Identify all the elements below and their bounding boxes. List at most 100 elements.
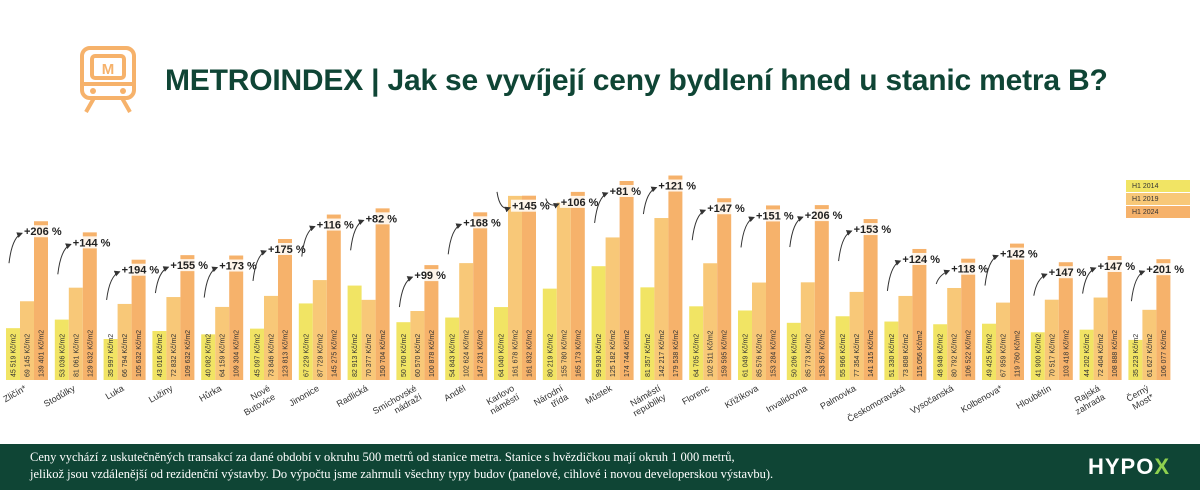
growth-arrow-9 — [398, 276, 414, 308]
bar-11-2 — [508, 195, 522, 380]
value-label-9-2: 60 570 Kč/m2 — [415, 334, 422, 377]
growth-label-bg-20 — [950, 262, 981, 275]
growth-label-bg-22 — [1047, 266, 1078, 279]
value-label-18-1: 55 966 Kč/m2 — [840, 334, 847, 377]
category-label-11: Karlovonáměstí — [483, 383, 521, 417]
value-label-23-1: 44 202 Kč/m2 — [1084, 334, 1091, 377]
value-label-15-2: 102 511 Kč/m2 — [708, 330, 715, 377]
growth-arrow-19 — [886, 260, 902, 292]
bar-14-3 — [668, 175, 683, 380]
value-label-24-3: 106 077 Kč/m2 — [1161, 330, 1168, 377]
value-label-6-1: 45 097 Kč/m2 — [255, 334, 262, 377]
bar-23-1 — [1079, 329, 1094, 380]
bar-24-2 — [1142, 309, 1157, 380]
bar-12-3 — [570, 191, 585, 380]
value-label-23-3: 108 888 Kč/m2 — [1112, 330, 1119, 377]
value-label-16-1: 61 049 Kč/m2 — [743, 334, 750, 377]
value-label-4-2: 72 832 Kč/m2 — [171, 334, 178, 377]
brand-logo-main: HYPO — [1087, 454, 1155, 479]
value-label-11-1: 64 040 Kč/m2 — [499, 334, 506, 377]
value-label-12-3: 165 173 Kč/m2 — [575, 330, 582, 377]
category-label-2: Stodůlky — [42, 383, 77, 409]
bar-22-3 — [1058, 262, 1073, 380]
bar-21-1 — [982, 323, 996, 380]
growth-label-17: +206 % — [805, 210, 843, 222]
growth-label-bg-6 — [267, 242, 297, 255]
growth-arrow-2 — [57, 243, 72, 275]
value-label-19-1: 51 330 Kč/m2 — [889, 334, 896, 377]
bar-12-1 — [542, 288, 557, 380]
bar-13-1 — [591, 266, 606, 380]
value-label-1-1: 45 519 Kč/m2 — [11, 334, 18, 377]
category-label-23: Rajskázahrada — [1068, 383, 1106, 417]
chart-legend: H1 2014 H1 2019 H1 2024 — [1126, 180, 1190, 219]
bar-15-2 — [703, 263, 718, 380]
legend-item-h1-2024: H1 2024 — [1126, 206, 1190, 218]
growth-label-6: +175 % — [268, 244, 306, 256]
bar-22-1 — [1030, 332, 1045, 380]
bar-6-3 — [278, 238, 292, 380]
bar-5-3 — [229, 255, 244, 380]
category-label-13: Můstek — [583, 383, 614, 406]
value-label-12-1: 80 219 Kč/m2 — [547, 334, 554, 377]
bar-9-2 — [410, 311, 425, 380]
header: M METROINDEX | Jak se vyvíjejí ceny bydl… — [0, 0, 1200, 130]
category-label-8: Radlická — [335, 383, 370, 409]
category-label-12: Národnítřída — [532, 383, 570, 417]
growth-label-13: +81 % — [610, 186, 642, 198]
bar-chart: 45 519 Kč/m2 69 145 Kč/m2 139 401 Kč/m2 +20… — [1, 175, 1184, 424]
growth-label-bg-1 — [23, 225, 53, 238]
growth-label-bg-21 — [999, 247, 1029, 260]
page-title: METROINDEX | Jak se vyvíjejí ceny bydlen… — [165, 64, 1108, 97]
bar-4-3 — [180, 255, 195, 380]
growth-label-8: +82 % — [366, 213, 398, 225]
value-label-13-2: 125 182 Kč/m2 — [610, 330, 617, 377]
value-label-6-2: 73 846 Kč/m2 — [269, 334, 276, 377]
legend-item-h1-2019: H1 2019 — [1126, 193, 1190, 205]
bar-16-3 — [766, 205, 780, 380]
value-label-3-2: 66 794 Kč/m2 — [122, 334, 129, 377]
growth-label-21: +142 % — [1000, 249, 1038, 261]
growth-label-19: +124 % — [902, 254, 940, 266]
bar-15-1 — [689, 306, 704, 380]
bar-3-2 — [117, 303, 132, 380]
value-label-2-1: 53 036 Kč/m2 — [59, 334, 66, 377]
growth-label-24: +201 % — [1146, 264, 1184, 276]
growth-arrow-15 — [691, 209, 707, 241]
growth-arrow-11 — [496, 191, 511, 213]
growth-arrow-6 — [252, 250, 267, 282]
growth-label-4: +155 % — [170, 260, 208, 272]
growth-label-23: +147 % — [1098, 261, 1136, 273]
bar-13-3 — [619, 180, 634, 380]
category-label-6: NovéButovice — [237, 383, 277, 418]
bar-21-2 — [996, 302, 1010, 380]
bar-10-2 — [459, 263, 474, 380]
value-label-17-2: 85 773 Kč/m2 — [805, 334, 812, 377]
bar-17-2 — [800, 282, 815, 380]
value-label-18-3: 141 315 Kč/m2 — [868, 330, 875, 377]
bar-7-1 — [298, 303, 313, 380]
bar-7-2 — [312, 280, 327, 380]
growth-label-bg-2 — [71, 236, 102, 249]
bar-8-2 — [361, 299, 376, 380]
growth-label-bg-10 — [462, 216, 493, 229]
value-label-17-3: 153 567 Kč/m2 — [819, 330, 826, 377]
value-label-11-3: 161 832 Kč/m2 — [527, 330, 534, 377]
bar-13-2 — [605, 237, 620, 380]
bar-16-2 — [752, 282, 766, 380]
bar-18-1 — [835, 316, 850, 380]
value-label-3-1: 35 997 Kč/m2 — [108, 334, 115, 377]
bar-19-2 — [898, 295, 913, 380]
growth-arrow-22 — [1033, 273, 1048, 296]
value-label-10-1: 54 843 Kč/m2 — [450, 334, 457, 377]
growth-label-16: +151 % — [756, 210, 794, 222]
growth-label-10: +168 % — [463, 217, 501, 229]
value-label-1-2: 69 145 Kč/m2 — [25, 334, 32, 377]
category-label-24: ČernýMost* — [1125, 383, 1156, 413]
value-label-8-2: 70 377 Kč/m2 — [366, 334, 373, 377]
bar-3-3 — [131, 259, 146, 380]
bar-1-3 — [34, 221, 48, 380]
category-label-22: Hloubětín — [1014, 383, 1052, 411]
value-label-12-2: 155 780 Kč/m2 — [561, 330, 568, 377]
value-label-1-3: 139 401 Kč/m2 — [39, 330, 46, 377]
